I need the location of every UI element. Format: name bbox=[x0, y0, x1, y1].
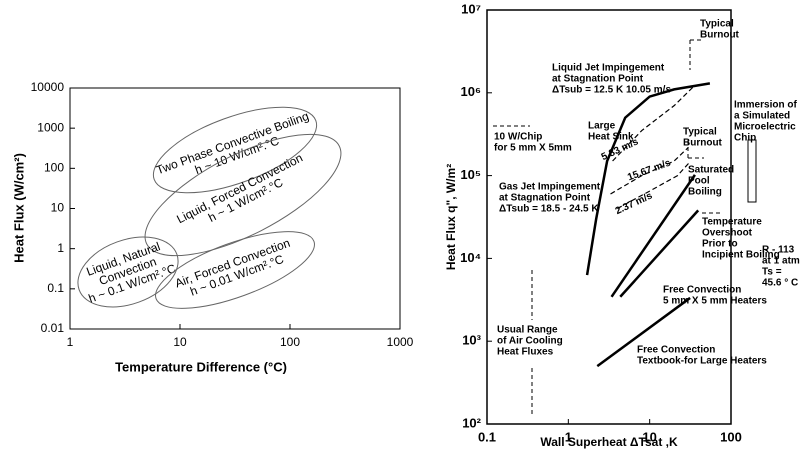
y-axis-label: Heat Flux q", W/m² bbox=[444, 164, 458, 270]
annotation: at 1 atm bbox=[762, 256, 800, 267]
annotation: at Stagnation Point bbox=[499, 193, 591, 204]
y-tick-label: 100 bbox=[44, 161, 64, 175]
annotation: Gas Jet Impingement bbox=[499, 182, 601, 193]
annotation: R - 113 bbox=[762, 245, 795, 256]
y-tick-label: 10² bbox=[462, 415, 481, 430]
curve bbox=[612, 85, 695, 162]
annotation: Temperature bbox=[702, 217, 762, 228]
annotation: ΔTsub = 18.5 - 24.5 K bbox=[499, 204, 599, 215]
annotation: Free Convection bbox=[637, 345, 715, 356]
y-axis-label: Heat Flux (W/cm²) bbox=[11, 153, 26, 263]
x-tick-label: 0.1 bbox=[478, 429, 496, 444]
curve bbox=[585, 82, 711, 276]
curve bbox=[619, 209, 700, 298]
annotation: Typical bbox=[700, 19, 734, 30]
chip-icon bbox=[747, 139, 757, 203]
annotation: Free Convection bbox=[663, 285, 741, 296]
annotation: Burnout bbox=[700, 30, 740, 41]
y-tick-label: 10000 bbox=[31, 80, 65, 94]
annotation: a Simulated bbox=[734, 111, 790, 122]
x-axis-label: Temperature Difference (°C) bbox=[115, 359, 287, 374]
y-tick-label: 10⁶ bbox=[461, 84, 481, 99]
annotation: Large bbox=[588, 121, 616, 132]
annotation: 15.67 m/s bbox=[626, 157, 672, 183]
x-tick-label: 10 bbox=[642, 429, 656, 444]
annotation: 5 mm X 5 mm Heaters bbox=[663, 296, 767, 307]
x-axis-label: Wall Superheat ΔTsat ,K bbox=[540, 435, 678, 449]
annotation: Usual Range bbox=[497, 325, 558, 336]
annotation: Heat Fluxes bbox=[497, 347, 554, 358]
annotation: ΔTsub = 12.5 K 10.05 m/s bbox=[552, 85, 671, 96]
curve bbox=[610, 146, 689, 195]
y-tick-label: 10⁵ bbox=[460, 167, 481, 182]
region bbox=[144, 133, 342, 257]
annotation: of Air Cooling bbox=[497, 336, 563, 347]
annotation: Incipient Boiling bbox=[702, 250, 780, 261]
y-tick-label: 10 bbox=[51, 201, 65, 215]
annotation: 45.6 ° C bbox=[762, 278, 798, 289]
annotation: at Stagnation Point bbox=[552, 74, 644, 85]
annotation: Overshoot bbox=[702, 228, 753, 239]
curve bbox=[596, 296, 691, 368]
right-plot-frame bbox=[486, 9, 732, 425]
annotation: Burnout bbox=[683, 138, 723, 149]
region bbox=[77, 236, 179, 308]
annotation: 10 W/Chip bbox=[494, 132, 542, 143]
region bbox=[152, 106, 318, 194]
annotation: Textbook-for Large Heaters bbox=[637, 356, 767, 367]
x-tick-label: 10 bbox=[173, 335, 187, 349]
annotation: Typical bbox=[683, 127, 717, 138]
y-tick-label: 10³ bbox=[462, 333, 481, 348]
annotation: for 5 mm X 5mm bbox=[494, 143, 572, 154]
annotation: Microelectric bbox=[734, 122, 796, 133]
x-tick-label: 100 bbox=[720, 429, 742, 444]
y-tick-label: 1 bbox=[57, 241, 64, 255]
x-tick-label: 100 bbox=[280, 335, 300, 349]
annotation: Chip bbox=[734, 133, 756, 144]
x-tick-label: 1 bbox=[565, 429, 572, 444]
annotation: Saturated bbox=[688, 165, 734, 176]
x-tick-label: 1 bbox=[67, 335, 74, 349]
annotation: Immersion of bbox=[734, 100, 797, 111]
y-tick-label: 0.01 bbox=[41, 321, 65, 335]
x-tick-label: 1000 bbox=[387, 335, 414, 349]
y-tick-label: 10⁴ bbox=[460, 250, 481, 265]
annotation: Pool bbox=[688, 176, 710, 187]
annotation: 2.37 m/s bbox=[614, 190, 655, 217]
annotation: Liquid Jet Impingement bbox=[552, 63, 665, 74]
left-plot-frame bbox=[69, 87, 401, 330]
curve bbox=[617, 163, 689, 210]
y-tick-label: 1000 bbox=[37, 120, 64, 134]
annotation: Heat Sink bbox=[588, 132, 634, 143]
annotation: Prior to bbox=[702, 239, 738, 250]
curve bbox=[610, 174, 696, 298]
region bbox=[155, 231, 315, 309]
annotation: Boiling bbox=[688, 187, 722, 198]
arrows bbox=[493, 39, 720, 414]
annotation: Ts = bbox=[762, 267, 782, 278]
y-tick-label: 10⁷ bbox=[461, 1, 481, 16]
y-tick-label: 0.1 bbox=[47, 281, 64, 295]
